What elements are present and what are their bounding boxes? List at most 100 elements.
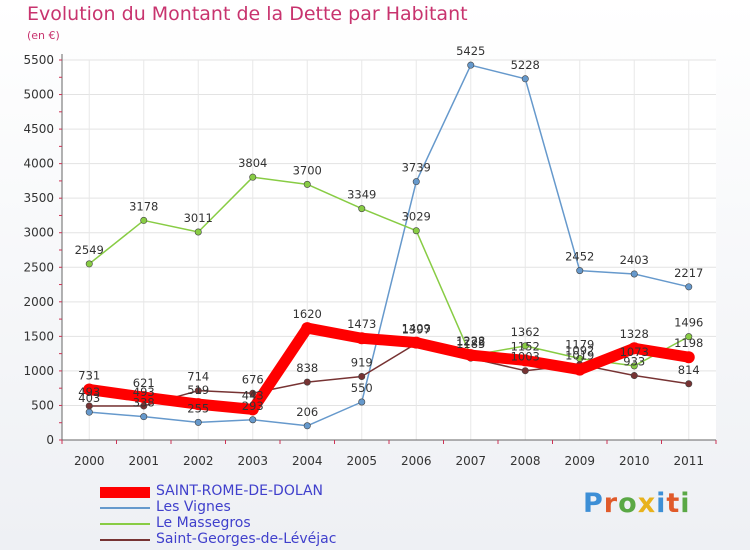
data-label: 443 (242, 388, 264, 402)
data-point (85, 260, 93, 268)
legend-label: Les Vignes (156, 499, 231, 515)
plot-area (62, 60, 716, 440)
data-point (410, 336, 423, 349)
logo-letter: o (618, 488, 638, 519)
data-label: 1620 (293, 307, 322, 321)
data-point (521, 75, 529, 83)
data-point (249, 173, 257, 181)
data-label: 1496 (674, 316, 703, 330)
legend-label: Le Massegros (156, 515, 251, 531)
data-point (576, 267, 584, 275)
data-point (464, 349, 477, 362)
data-point (249, 416, 257, 424)
data-label: 676 (242, 372, 264, 386)
data-label: 838 (296, 361, 318, 375)
data-label: 2452 (565, 250, 594, 264)
data-point (192, 398, 205, 411)
data-label: 1092 (565, 344, 594, 358)
chart-subtitle: (en €) (27, 29, 60, 42)
data-label: 403 (78, 391, 100, 405)
series-line (88, 64, 690, 427)
data-point (412, 178, 420, 186)
proxiti-logo: Proxiti (583, 488, 691, 519)
data-point (467, 61, 475, 69)
data-point (358, 205, 366, 213)
x-tick-label: 2010 (619, 454, 650, 468)
data-label: 731 (78, 368, 100, 382)
data-label: 1409 (402, 322, 431, 336)
data-label: 3011 (184, 211, 213, 225)
logo-letter: i (680, 488, 691, 519)
data-label: 1152 (511, 339, 540, 353)
data-label: 338 (133, 396, 155, 410)
data-point (194, 228, 202, 236)
data-label: 293 (242, 399, 264, 413)
legend-label: Saint-Georges-de-Lévéjac (156, 531, 337, 547)
data-label: 1003 (511, 350, 540, 364)
y-tick-label: 5500 (23, 53, 54, 67)
x-tick-label: 2007 (455, 454, 486, 468)
data-label: 714 (187, 370, 209, 384)
data-label: 519 (187, 383, 209, 397)
y-tick-label: 3500 (23, 191, 54, 205)
data-label: 1397 (402, 322, 431, 336)
y-tick-label: 0 (46, 433, 54, 447)
data-point (194, 387, 202, 395)
data-label: 1198 (674, 336, 703, 350)
data-label: 2403 (620, 253, 649, 267)
data-point (628, 342, 641, 355)
y-tick-label: 2500 (23, 260, 54, 274)
legend-swatch (100, 523, 150, 525)
data-point (303, 378, 311, 386)
x-tick-label: 2005 (346, 454, 377, 468)
data-label: 206 (296, 405, 318, 419)
data-label: 3804 (238, 156, 267, 170)
data-point (85, 408, 93, 416)
logo-letter: i (656, 488, 667, 519)
y-tick-label: 4500 (23, 122, 54, 136)
data-point (303, 180, 311, 188)
data-label: 5228 (511, 58, 540, 72)
y-tick-label: 1000 (23, 364, 54, 378)
data-label: 919 (351, 356, 373, 370)
data-label: 1073 (620, 345, 649, 359)
data-point (685, 333, 693, 341)
data-label: 1473 (347, 317, 376, 331)
data-label: 3029 (402, 210, 431, 224)
y-tick-label: 500 (31, 398, 54, 412)
data-label: 1328 (620, 327, 649, 341)
data-label: 493 (133, 385, 155, 399)
legend-swatch (100, 486, 150, 498)
y-tick-label: 3000 (23, 226, 54, 240)
data-point (140, 413, 148, 421)
x-tick-label: 2003 (237, 454, 268, 468)
x-tick-label: 2000 (74, 454, 105, 468)
data-point (519, 354, 532, 367)
data-point (358, 373, 366, 381)
data-point (573, 363, 586, 376)
data-point (630, 270, 638, 278)
x-tick-label: 2011 (673, 454, 704, 468)
series-line (88, 176, 690, 367)
data-point (140, 216, 148, 224)
data-label: 1019 (565, 349, 594, 363)
data-point (630, 362, 638, 370)
data-label: 550 (351, 381, 373, 395)
y-tick-label: 2000 (23, 295, 54, 309)
data-label: 1228 (456, 334, 485, 348)
data-label: 1362 (511, 325, 540, 339)
data-point (685, 380, 693, 388)
x-tick-label: 2006 (401, 454, 432, 468)
legend-label: SAINT-ROME-DE-DOLAN (156, 483, 324, 499)
data-point (83, 383, 96, 396)
y-tick-label: 4000 (23, 157, 54, 171)
data-label: 3178 (129, 199, 158, 213)
x-tick-label: 2004 (292, 454, 323, 468)
line-chart: 0 500 1000 1500 2000 2500 3000 3500 4000 4500 5000… (23, 44, 717, 468)
data-label: 2217 (674, 266, 703, 280)
data-label: 3349 (347, 188, 376, 202)
data-label: 3739 (402, 161, 431, 175)
data-label: 3700 (293, 163, 322, 177)
data-label: 2549 (75, 243, 104, 257)
data-point (682, 351, 695, 364)
